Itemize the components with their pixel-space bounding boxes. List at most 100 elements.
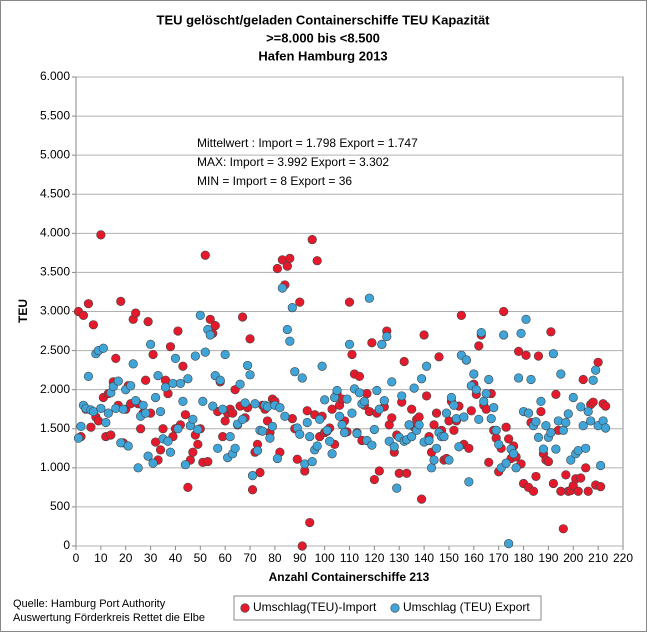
point xyxy=(235,379,245,389)
point xyxy=(374,404,384,414)
point xyxy=(466,406,476,416)
point xyxy=(369,424,379,435)
point xyxy=(431,443,442,453)
point xyxy=(548,478,558,489)
point xyxy=(145,339,156,349)
x-tick-label: 90 xyxy=(293,551,307,565)
x-tick-label: 100 xyxy=(315,551,335,565)
point xyxy=(526,374,536,385)
point xyxy=(267,421,278,432)
point xyxy=(561,417,571,428)
point xyxy=(262,402,273,412)
point xyxy=(180,410,190,420)
point xyxy=(307,234,317,245)
source: Auswertung Förderkreis Rettet die Elbe xyxy=(13,612,205,624)
x-tick-label: 80 xyxy=(268,551,282,565)
point xyxy=(551,444,561,454)
point xyxy=(205,314,215,324)
x-tick-label: 120 xyxy=(364,551,384,565)
point xyxy=(494,439,504,449)
point xyxy=(576,473,586,483)
point xyxy=(533,432,544,442)
point xyxy=(446,392,457,403)
point xyxy=(474,341,484,351)
point xyxy=(277,283,287,293)
point xyxy=(118,404,128,414)
point xyxy=(257,426,268,436)
point xyxy=(203,456,213,467)
point xyxy=(220,416,230,426)
point xyxy=(106,430,116,440)
chart-title: TEU gelöscht/geladen Containerschiffe TE… xyxy=(157,12,491,27)
point xyxy=(247,471,258,481)
point xyxy=(305,517,315,528)
y-tick-label: 500 xyxy=(50,499,70,513)
point xyxy=(148,458,158,468)
point xyxy=(307,456,317,467)
x-tick-label: 50 xyxy=(194,551,208,565)
legend-marker xyxy=(390,603,400,613)
point xyxy=(332,385,342,396)
x-tick-label: 150 xyxy=(439,551,459,565)
point xyxy=(285,336,295,346)
point xyxy=(516,328,526,338)
point xyxy=(508,449,519,459)
point xyxy=(352,428,362,439)
point xyxy=(86,422,96,432)
point xyxy=(501,458,511,468)
point xyxy=(342,394,352,404)
point xyxy=(474,414,484,424)
point xyxy=(382,331,392,342)
point xyxy=(600,423,611,433)
point xyxy=(367,440,377,450)
point xyxy=(464,477,474,487)
point xyxy=(218,404,228,414)
point xyxy=(501,422,511,432)
x-tick-label: 220 xyxy=(613,551,633,565)
point xyxy=(155,445,166,455)
point xyxy=(407,404,417,414)
point xyxy=(499,330,509,340)
point xyxy=(369,474,379,485)
point xyxy=(484,457,494,467)
point xyxy=(486,413,496,424)
point xyxy=(101,417,111,428)
point xyxy=(141,375,151,385)
annotation: Mittelwert : Import = 1.798 Export = 1.7… xyxy=(197,136,418,150)
point xyxy=(499,306,509,317)
point xyxy=(459,412,469,422)
point xyxy=(449,400,459,410)
point xyxy=(228,408,238,418)
point xyxy=(123,441,133,451)
point xyxy=(282,261,292,271)
point xyxy=(320,395,330,405)
point xyxy=(429,420,439,430)
point xyxy=(399,356,409,367)
point xyxy=(561,470,571,480)
point xyxy=(188,414,198,424)
point xyxy=(553,416,563,426)
point xyxy=(302,417,312,428)
x-tick-label: 40 xyxy=(169,551,183,565)
point xyxy=(200,347,210,357)
point xyxy=(131,308,141,318)
point xyxy=(504,539,514,549)
y-tick-label: 3.000 xyxy=(40,304,70,318)
legend-label: Umschlag (TEU) Export xyxy=(403,600,530,614)
point xyxy=(165,447,176,457)
point xyxy=(551,389,561,399)
point xyxy=(372,385,382,396)
point xyxy=(596,460,606,471)
x-tick-label: 20 xyxy=(119,551,133,565)
point xyxy=(153,370,163,381)
point xyxy=(476,328,486,338)
point xyxy=(583,486,593,496)
point xyxy=(397,391,407,401)
y-tick-label: 1.500 xyxy=(40,421,70,435)
point xyxy=(441,408,452,418)
point xyxy=(596,481,606,492)
x-tick-label: 190 xyxy=(538,551,558,565)
point xyxy=(193,439,203,449)
point xyxy=(439,431,449,442)
